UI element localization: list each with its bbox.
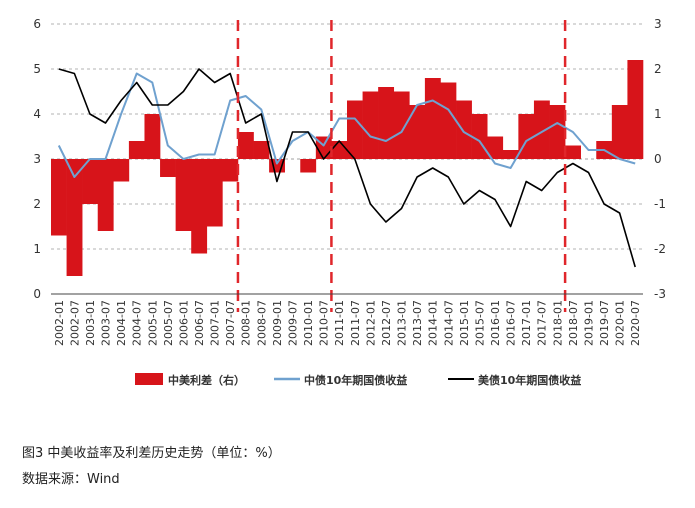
data-source: 数据来源：Wind <box>22 472 120 487</box>
spread-bar <box>409 105 426 159</box>
x-tick-label: 2011-01 <box>333 300 346 346</box>
left-tick-label: 4 <box>33 107 41 121</box>
x-tick-label: 2007-07 <box>224 300 237 346</box>
x-tick-label: 2018-01 <box>551 300 564 346</box>
x-tick-label: 2004-01 <box>115 300 128 346</box>
spread-bar <box>253 141 270 159</box>
left-tick-label: 2 <box>33 197 41 211</box>
spread-bar <box>533 100 550 159</box>
x-tick-label: 2015-07 <box>473 300 486 346</box>
spread-bar <box>66 159 83 276</box>
legend-label-cn: 中债10年期国债收益 <box>304 373 407 387</box>
x-tick-label: 2007-01 <box>209 300 222 346</box>
spread-bar <box>440 82 457 159</box>
x-tick-label: 2017-01 <box>520 300 533 346</box>
right-tick-label: -2 <box>654 242 666 256</box>
x-tick-label: 2003-07 <box>100 300 113 346</box>
us-yield-line <box>58 68 636 268</box>
x-tick-label: 2019-07 <box>598 300 611 346</box>
x-tick-label: 2009-01 <box>271 300 284 346</box>
figure-caption: 图3 中美收益率及利差历史走势（单位：%） <box>22 446 281 461</box>
x-tick-label: 2006-07 <box>193 300 206 346</box>
spread-bar <box>237 132 254 159</box>
x-tick-label: 2013-01 <box>396 300 409 346</box>
x-tick-label: 2012-01 <box>364 300 377 346</box>
spread-bar <box>424 78 441 159</box>
x-tick-label: 2013-07 <box>411 300 424 346</box>
x-tick-label: 2008-01 <box>240 300 253 346</box>
x-tick-label: 2005-07 <box>162 300 175 346</box>
x-tick-label: 2019-01 <box>583 300 596 346</box>
spread-bar <box>51 159 67 236</box>
x-tick-label: 2004-07 <box>131 300 144 346</box>
spread-bar <box>487 136 504 159</box>
x-tick-label: 2009-07 <box>287 300 300 346</box>
spread-bar <box>611 105 628 159</box>
spread-bar <box>362 91 379 159</box>
x-tick-label: 2005-01 <box>146 300 159 346</box>
x-tick-label: 2017-07 <box>536 300 549 346</box>
x-tick-label: 2014-01 <box>427 300 440 346</box>
x-tick-label: 2018-07 <box>567 300 580 346</box>
x-tick-label: 2006-01 <box>177 300 190 346</box>
x-tick-label: 2008-07 <box>255 300 268 346</box>
x-tick-label: 2012-07 <box>380 300 393 346</box>
spread-bar <box>206 159 223 227</box>
right-tick-label: -3 <box>654 287 666 301</box>
spread-bar <box>393 91 410 159</box>
spread-bar <box>378 87 395 159</box>
x-tick-label: 2020-07 <box>629 300 642 346</box>
x-tick-label: 2011-07 <box>349 300 362 346</box>
spread-bar <box>144 114 161 159</box>
x-tick-label: 2014-07 <box>442 300 455 346</box>
x-tick-label: 2016-07 <box>505 300 518 346</box>
right-tick-label: 2 <box>654 62 662 76</box>
right-tick-label: 1 <box>654 107 662 121</box>
x-tick-label: 2002-01 <box>53 300 66 346</box>
spread-bar <box>128 141 145 159</box>
x-tick-label: 2016-01 <box>489 300 502 346</box>
x-tick-label: 2015-01 <box>458 300 471 346</box>
spread-bar <box>97 159 114 231</box>
right-tick-label: 3 <box>654 17 662 31</box>
yield-lines <box>57 68 636 268</box>
left-tick-label: 6 <box>33 17 41 31</box>
left-tick-label: 3 <box>33 152 41 166</box>
cn-yield-line <box>57 72 636 178</box>
spread-bar <box>113 159 130 182</box>
left-tick-label: 5 <box>33 62 41 76</box>
spread-bar <box>222 159 239 182</box>
spread-bar <box>331 141 348 159</box>
spread-bar <box>502 150 519 159</box>
right-tick-label: -1 <box>654 197 666 211</box>
spread-bar <box>160 159 176 177</box>
event-markers <box>236 20 567 312</box>
legend: 中美利差（右） 中债10年期国债收益 美债10年期国债收益 <box>135 373 581 387</box>
x-tick-label: 2010-01 <box>302 300 315 346</box>
spread-bar <box>300 159 317 173</box>
x-tick-label: 2003-01 <box>84 300 97 346</box>
spread-bar <box>191 159 208 254</box>
legend-swatch-spread <box>135 373 163 385</box>
spread-bar <box>565 145 581 159</box>
legend-label-us: 美债10年期国债收益 <box>478 373 581 387</box>
x-tick-label: 2002-07 <box>68 300 81 346</box>
spread-bar <box>549 105 566 159</box>
spread-bar <box>175 159 192 231</box>
spread-bars <box>51 60 644 276</box>
left-tick-label: 1 <box>33 242 41 256</box>
spread-bar <box>627 60 644 159</box>
spread-bar <box>471 114 488 159</box>
left-tick-label: 0 <box>33 287 41 301</box>
legend-label-spread: 中美利差（右） <box>168 373 245 387</box>
x-tick-label: 2020-01 <box>614 300 627 346</box>
right-tick-label: 0 <box>654 152 662 166</box>
spread-bar <box>347 100 363 159</box>
spread-bar <box>456 100 472 159</box>
spread-bar <box>82 159 99 204</box>
x-tick-label: 2010-07 <box>318 300 331 346</box>
